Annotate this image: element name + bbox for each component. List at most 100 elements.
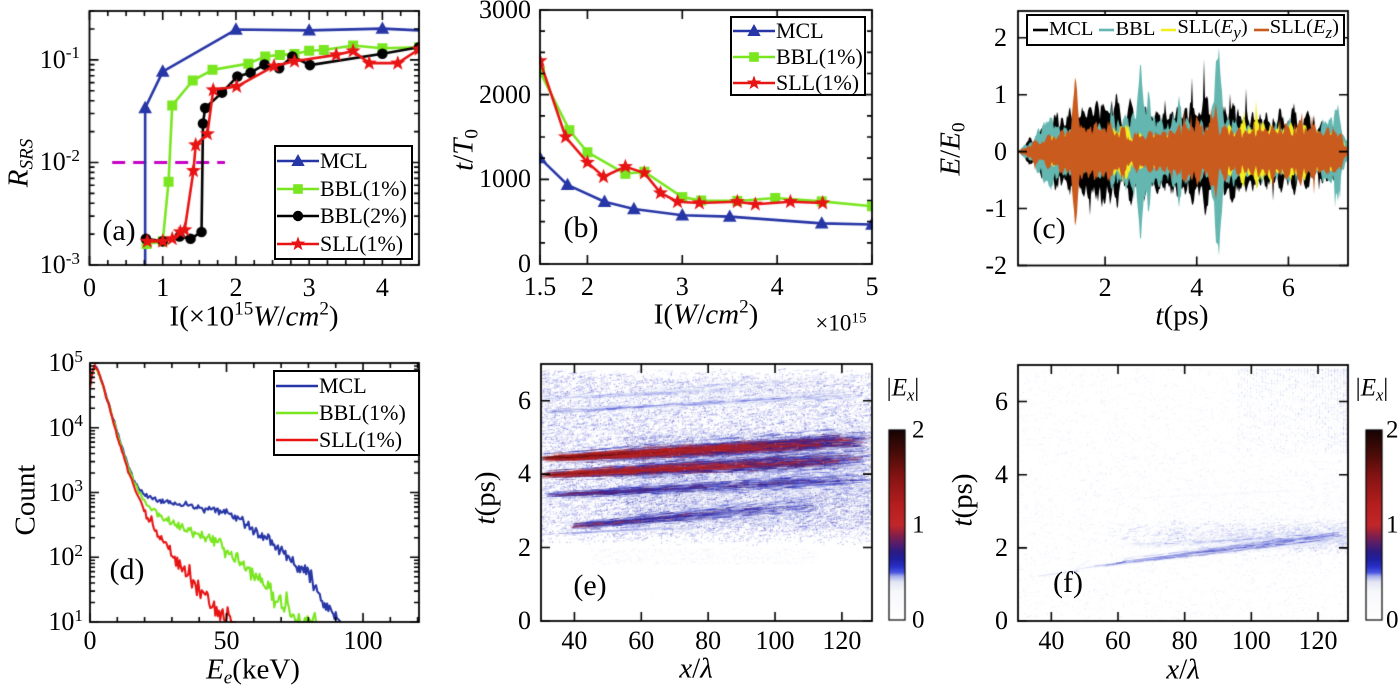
colorbar-tick-f-0: 0 [1386, 606, 1399, 634]
legend-d-label-MCL: MCL [319, 372, 367, 398]
xtick-label-c-2: 2 [1098, 273, 1112, 302]
ytick-label-c-2: 2 [994, 22, 1007, 52]
panel-letter-d: (d) [109, 553, 145, 586]
xtick-label-d-100: 100 [343, 626, 383, 655]
xtick-label-e-100: 100 [755, 626, 795, 655]
ytick-label-e-6: 6 [518, 385, 531, 415]
xtick-label-c-6: 6 [1281, 273, 1295, 302]
legend-marker-triangle [747, 24, 761, 36]
ytick-label-b-2000: 2000 [479, 79, 531, 109]
xtick-label-f-60: 60 [1105, 626, 1131, 655]
colorbar-tick-e-2: 2 [912, 416, 925, 444]
xtick-label-a-0: 0 [83, 273, 96, 302]
ytick-label-d-1e1: 101 [48, 605, 83, 636]
legend-swatch-MCL [277, 153, 319, 166]
legend-a-label-SLL(1%): SLL(1%) [320, 231, 404, 257]
xtick-label-a-2: 2 [229, 273, 243, 302]
ytick-label-a-1e-3: 10-3 [39, 248, 80, 279]
xtick-label-e-40: 40 [561, 626, 588, 655]
ytick-label-f-0: 0 [995, 606, 1008, 635]
ylabel-e: t(ps) [469, 471, 502, 525]
panel-letter-e: (e) [573, 569, 607, 602]
legend-d-label-BBL(1%): BBL(1%) [319, 399, 406, 425]
legend-marker-star [290, 236, 306, 251]
legend-b: MCL BBL(1%) SLL(1%) [730, 16, 866, 96]
legend-a-entry-BBL(2%): BBL(2%) [276, 203, 411, 229]
xlabel-b: I(W/cm2) [653, 296, 759, 331]
legend-swatch-SLL(1%) [277, 236, 319, 251]
xlabel-e: x/λ [679, 652, 713, 685]
ytick-label-c--1: -1 [985, 193, 1007, 223]
xtick-label-a-1: 1 [156, 273, 170, 302]
legend-c-entry-BBL: BBL [1098, 18, 1155, 41]
ytick-label-f-6: 6 [995, 386, 1008, 416]
legend-b-label-SLL(1%): SLL(1%) [776, 70, 860, 95]
ytick-label-d-1e5: 105 [48, 346, 83, 377]
legend-marker-triangle [291, 153, 305, 166]
legend-d-entry-BBL(1%): BBL(1%) [275, 400, 418, 426]
legend-a-label-MCL: MCL [320, 147, 368, 173]
legend-swatch-SLL(1%) [276, 439, 318, 442]
legend-d-label-SLL(1%): SLL(1%) [319, 427, 403, 453]
legend-c-label-MCL: MCL [1049, 18, 1094, 41]
ytick-label-c-1: 1 [994, 79, 1007, 109]
legend-swatch-SLL(Ey) [1161, 28, 1177, 32]
colorbar-tick-f-1: 1 [1386, 511, 1399, 539]
legend-b-label-MCL: MCL [776, 18, 824, 43]
legend-swatch-BBL(1%) [276, 411, 318, 415]
legend-c-entry-SLL(Ez): SLL(Ez) [1253, 16, 1339, 43]
ytick-label-a-1e-2: 10-2 [39, 146, 80, 177]
legend-swatch-BBL(1%) [277, 183, 319, 194]
ytick-label-d-1e4: 104 [48, 411, 83, 442]
legend-marker-star [746, 75, 762, 90]
legend-a-label-BBL(2%): BBL(2%) [320, 203, 407, 229]
xtick-label-f-100: 100 [1231, 626, 1271, 655]
legend-b-label-BBL(1%): BBL(1%) [776, 44, 863, 69]
xtick-label-d-0: 0 [83, 626, 97, 655]
ytick-label-b-3000: 3000 [479, 0, 531, 24]
legend-swatch-SLL(Ez) [1253, 28, 1269, 32]
ytick-label-d-1e3: 103 [48, 476, 83, 507]
panel-letter-b: (b) [563, 211, 599, 244]
xtick-label-a-3: 3 [302, 273, 316, 302]
legend-c-entry-SLL(Ey): SLL(Ey) [1160, 16, 1248, 43]
xtick-label-f-80: 80 [1171, 626, 1198, 655]
ylabel-c: E/E0 [934, 122, 970, 176]
xlabel-d: Ee(keV) [206, 653, 300, 689]
colorbar-tick-e-0: 0 [912, 606, 925, 634]
legend-b-entry-BBL(1%): BBL(1%) [732, 44, 864, 70]
legend-swatch-SLL(1%) [733, 75, 775, 90]
xlabel-c: t(ps) [1155, 299, 1209, 332]
legend-d: MCL BBL(1%) SLL(1%) [273, 370, 420, 456]
ylabel-f: t(ps) [946, 473, 979, 527]
ytick-label-e-2: 2 [518, 532, 531, 562]
ylabel-a: RSRS [2, 138, 38, 188]
legend-d-entry-SLL(1%): SLL(1%) [275, 427, 418, 453]
legend-c: MCL BBL SLL(Ey) SLL(Ez) [1026, 14, 1345, 46]
ytick-label-d-1e2: 102 [48, 540, 83, 572]
xlabel-offset-b: ×1015 [815, 309, 867, 336]
ytick-label-a-1e-1: 10-1 [39, 43, 80, 74]
ytick-label-e-0: 0 [518, 606, 531, 635]
xlabel-a: I(×1015W/cm2) [169, 298, 339, 333]
ylabel-b: t/T0 [447, 129, 483, 171]
panel-letter-f: (f) [1053, 566, 1083, 599]
ytick-label-f-2: 2 [995, 532, 1008, 562]
xtick-label-e-60: 60 [628, 626, 655, 655]
legend-a-entry-SLL(1%): SLL(1%) [276, 231, 411, 257]
legend-c-entry-MCL: MCL [1032, 18, 1093, 41]
legend-marker-square [293, 183, 303, 194]
legend-swatch-MCL [733, 24, 775, 36]
ytick-label-c-0: 0 [994, 136, 1007, 166]
panel-letter-c: (c) [1032, 212, 1066, 245]
xtick-label-a-4: 4 [375, 273, 389, 302]
ytick-label-f-4: 4 [995, 459, 1008, 489]
ytick-label-c--2: -2 [985, 250, 1007, 280]
legend-c-label-SLL(Ez): SLL(Ez) [1269, 16, 1339, 43]
xtick-label-b-2: 2 [580, 272, 594, 301]
legend-b-entry-SLL(1%): SLL(1%) [732, 70, 864, 96]
xtick-label-e-80: 80 [695, 626, 722, 655]
legend-a: MCL BBL(1%) BBL(2%) SLL(1%) [274, 145, 413, 260]
ytick-label-b-0: 0 [518, 249, 531, 278]
